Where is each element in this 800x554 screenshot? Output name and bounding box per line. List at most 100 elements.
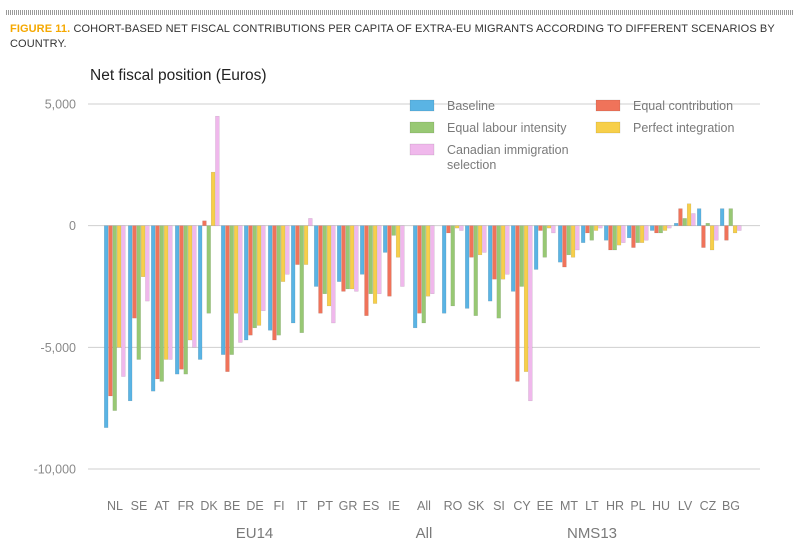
bar-perfect-integration-mt (570, 225, 576, 258)
group-label-nms13: NMS13 (567, 525, 617, 542)
legend-swatch-perfect-integration (595, 121, 621, 134)
bar-equal-labour-intensity-cy (519, 225, 524, 287)
y-tick-label: -5,000 (41, 341, 76, 355)
bar-canadian-immigration-selection-at (168, 225, 173, 360)
group-label-eu14: EU14 (236, 525, 274, 542)
bar-perfect-integration-fi (280, 225, 286, 282)
bar-equal-labour-intensity-hr (612, 225, 617, 251)
bar-baseline-gr (337, 225, 342, 282)
x-tick-label: DE (246, 499, 263, 513)
bar-equal-labour-intensity-gr (345, 225, 350, 290)
bar-canadian-immigration-selection-fr (192, 225, 197, 348)
bar-canadian-immigration-selection-pt (331, 225, 336, 324)
bar-equal-contribution-se (132, 225, 137, 319)
x-tick-label: RO (444, 499, 463, 513)
bar-canadian-immigration-selection-fi (285, 225, 290, 275)
bar-equal-contribution-ee (538, 225, 543, 231)
bar-equal-labour-intensity-lt (589, 225, 594, 241)
bar-equal-contribution-it (295, 225, 300, 265)
bar-perfect-integration-lt (593, 225, 599, 231)
bar-canadian-immigration-selection-dk (215, 115, 220, 226)
bar-perfect-integration-es (372, 225, 378, 304)
bar-perfect-integration-sk (477, 225, 483, 256)
bar-baseline-cz (697, 208, 702, 226)
legend-swatch-equal-labour-intensity (409, 121, 435, 134)
y-tick-label: 5,000 (45, 98, 76, 112)
bar-perfect-integration-hu (662, 225, 668, 231)
legend-swatch-canadian-immigration-selection (409, 143, 435, 156)
x-tick-label: PT (317, 499, 333, 513)
bar-baseline-it (291, 225, 296, 324)
bar-baseline-lv (674, 223, 679, 226)
bar-equal-contribution-pt (318, 225, 323, 314)
x-tick-label: SE (131, 499, 148, 513)
bar-baseline-mt (558, 225, 563, 263)
bar-canadian-immigration-selection-de (261, 225, 266, 312)
series-equal-contribution (108, 208, 729, 397)
bar-equal-contribution-hr (608, 225, 613, 251)
bar-baseline-ie (383, 225, 388, 253)
bar-baseline-si (488, 225, 493, 302)
bar-baseline-de (244, 225, 249, 341)
bar-equal-labour-intensity-fr (183, 225, 188, 375)
bar-baseline-sk (465, 225, 470, 309)
bar-equal-contribution-fi (272, 225, 277, 341)
x-tick-label: IT (296, 499, 307, 513)
bar-equal-contribution-all (417, 225, 422, 314)
bar-baseline-ee (534, 225, 539, 270)
x-tick-label: SK (468, 499, 485, 513)
bar-equal-contribution-ro (446, 225, 451, 234)
top-rule (6, 10, 794, 15)
bar-equal-labour-intensity-at (159, 225, 164, 382)
legend-label-baseline: Baseline (447, 99, 495, 113)
group-label-all: All (416, 525, 433, 542)
bar-canadian-immigration-selection-nl (121, 225, 126, 377)
x-tick-label: LV (678, 499, 693, 513)
bar-perfect-integration-dk (210, 171, 216, 226)
bar-baseline-fr (175, 225, 180, 375)
series-canadian-immigration-selection (121, 115, 742, 402)
bar-baseline-pt (314, 225, 319, 287)
bar-perfect-integration-cy (523, 225, 529, 372)
figure-label: FIGURE 11. (10, 23, 71, 35)
bar-canadian-immigration-selection-lv (691, 213, 696, 226)
bar-equal-labour-intensity-nl (112, 225, 117, 411)
bar-canadian-immigration-selection-gr (354, 225, 359, 292)
figure-title: COHORT-BASED NET FISCAL CONTRIBUTIONS PE… (10, 23, 775, 50)
legend-label-perfect-integration: Perfect integration (633, 121, 734, 135)
bar-equal-contribution-es (364, 225, 369, 316)
series-equal-labour-intensity (112, 208, 733, 411)
bar-baseline-be (221, 225, 226, 355)
bar-equal-labour-intensity-de (252, 225, 257, 329)
y-axis-label: Net fiscal position (Euros) (90, 67, 267, 84)
bar-baseline-dk (198, 225, 203, 360)
bar-equal-labour-intensity-sk (473, 225, 478, 316)
bar-perfect-integration-ee (546, 225, 552, 229)
bar-perfect-integration-fr (187, 225, 193, 341)
bar-equal-labour-intensity-bg (728, 208, 733, 226)
bar-perfect-integration-at (163, 225, 169, 360)
bar-perfect-integration-ro (454, 225, 460, 229)
bar-equal-labour-intensity-it (299, 225, 304, 333)
x-tick-label: SI (493, 499, 505, 513)
legend-swatch-baseline (409, 99, 435, 112)
bar-equal-contribution-pl (631, 225, 636, 248)
bar-baseline-at (151, 225, 156, 392)
x-tick-label: HU (652, 499, 670, 513)
bar-perfect-integration-lv (686, 203, 692, 226)
bar-baseline-lt (581, 225, 586, 243)
bar-baseline-cy (511, 225, 516, 292)
bar-equal-labour-intensity-ie (391, 225, 396, 236)
bar-perfect-integration-nl (116, 225, 122, 348)
x-tick-label: PL (630, 499, 645, 513)
bar-equal-contribution-lt (585, 225, 590, 234)
x-tick-label: DK (200, 499, 218, 513)
bar-perfect-integration-de (256, 225, 262, 326)
bar-perfect-integration-se (140, 225, 146, 277)
bar-perfect-integration-all (425, 225, 431, 297)
bar-canadian-immigration-selection-ee (551, 225, 556, 234)
bar-baseline-hu (650, 225, 655, 231)
bar-canadian-immigration-selection-hr (621, 225, 626, 243)
bar-canadian-immigration-selection-se (145, 225, 150, 302)
